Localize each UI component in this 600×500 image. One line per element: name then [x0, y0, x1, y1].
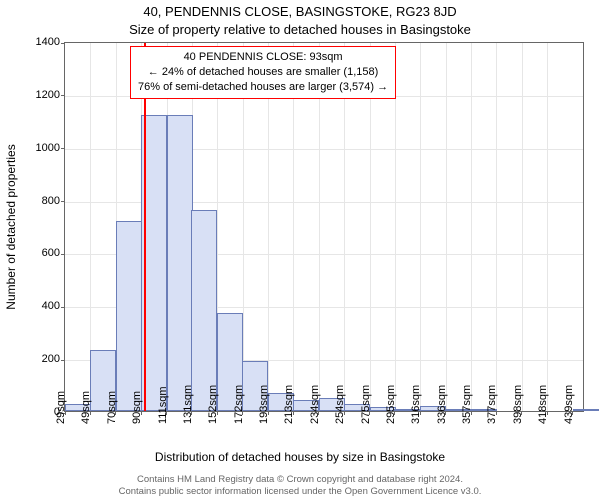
gridline-v: [471, 43, 472, 411]
ytick-label: 1400: [20, 36, 60, 48]
ytick-label: 400: [20, 300, 60, 312]
histogram-bar: [191, 210, 217, 411]
ytick-mark: [61, 95, 65, 96]
ytick-mark: [61, 307, 65, 308]
callout-line-2: ← 24% of detached houses are smaller (1,…: [138, 65, 388, 80]
x-axis-label: Distribution of detached houses by size …: [0, 450, 600, 464]
ytick-label: 1200: [20, 89, 60, 101]
page-title-line1: 40, PENDENNIS CLOSE, BASINGSTOKE, RG23 8…: [0, 4, 600, 19]
histogram-bar: [116, 221, 142, 411]
ytick-label: 200: [20, 353, 60, 365]
callout-box: 40 PENDENNIS CLOSE: 93sqm ← 24% of detac…: [130, 46, 396, 99]
gridline-v: [547, 43, 548, 411]
ytick-mark: [61, 148, 65, 149]
footer-line-1: Contains HM Land Registry data © Crown c…: [0, 474, 600, 486]
y-axis-label: Number of detached properties: [4, 144, 18, 309]
chart-container: 40, PENDENNIS CLOSE, BASINGSTOKE, RG23 8…: [0, 0, 600, 500]
ytick-mark: [61, 254, 65, 255]
ytick-label: 1000: [20, 142, 60, 154]
callout-line-3: 76% of semi-detached houses are larger (…: [138, 80, 388, 95]
ytick-label: 600: [20, 247, 60, 259]
histogram-bar: [167, 115, 193, 411]
ytick-mark: [61, 360, 65, 361]
gridline-v: [420, 43, 421, 411]
gridline-v: [446, 43, 447, 411]
callout-line-1: 40 PENDENNIS CLOSE: 93sqm: [138, 50, 388, 65]
footer-line-2: Contains public sector information licen…: [0, 486, 600, 498]
histogram-bar: [573, 409, 599, 411]
gridline-v: [522, 43, 523, 411]
page-title-line2: Size of property relative to detached ho…: [0, 22, 600, 37]
ytick-label: 800: [20, 195, 60, 207]
gridline-v: [496, 43, 497, 411]
ytick-mark: [61, 201, 65, 202]
ytick-mark: [61, 43, 65, 44]
ytick-label: 0: [20, 406, 60, 418]
footer: Contains HM Land Registry data © Crown c…: [0, 474, 600, 498]
